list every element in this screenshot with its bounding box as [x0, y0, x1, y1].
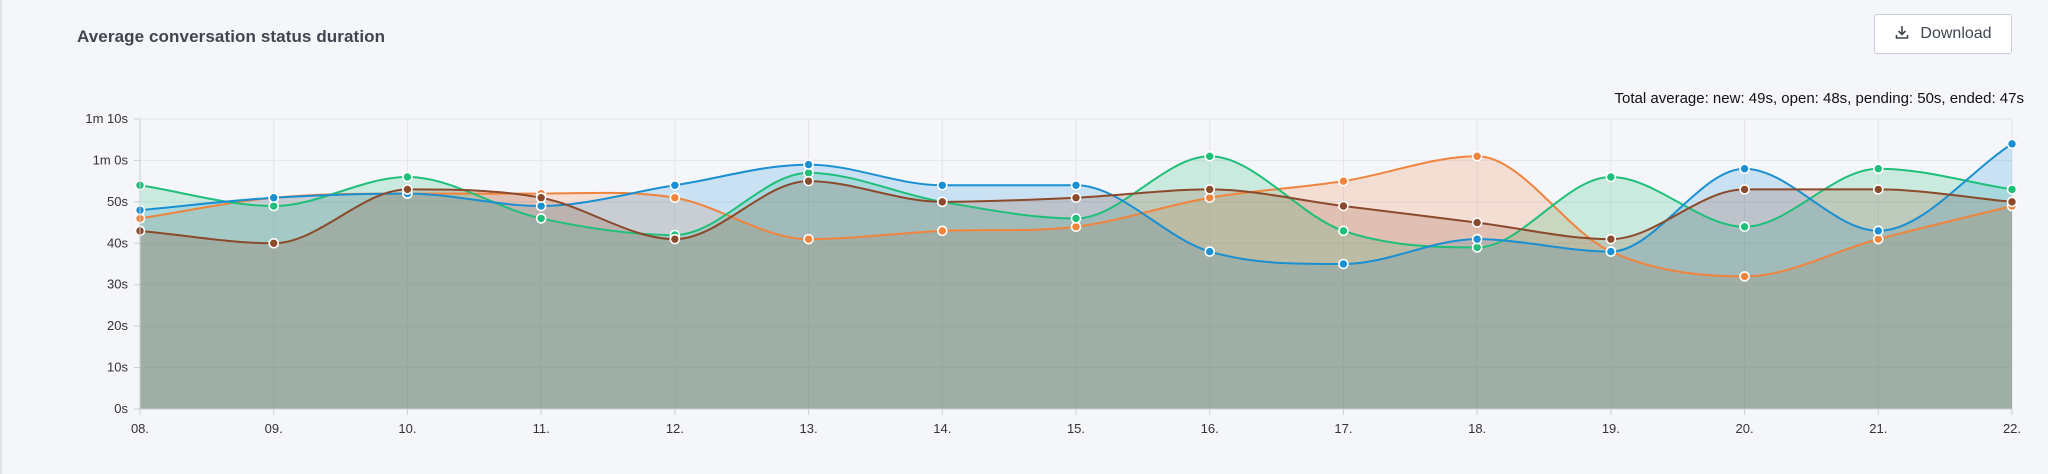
series-0-point	[936, 225, 948, 237]
x-tick-label: 08.	[131, 421, 149, 436]
series-3-point	[669, 233, 681, 245]
total-average-summary: Total average: new: 49s, open: 48s, pend…	[1614, 90, 2024, 107]
series-2-point	[669, 179, 681, 191]
x-tick-label: 10.	[398, 421, 416, 436]
series-2-area	[140, 143, 2012, 409]
series-2-point	[1070, 179, 1082, 191]
y-tick-label: 40s	[107, 235, 128, 250]
series-2-point	[1739, 163, 1750, 175]
series-3-point	[1739, 184, 1750, 195]
series-1-area	[140, 156, 2012, 409]
y-tick-label: 1m 0s	[93, 152, 129, 167]
series-0-point	[1338, 175, 1349, 187]
series-3-point	[1471, 217, 1483, 228]
x-tick-label: 15.	[1067, 421, 1085, 436]
y-tick-label: 50s	[107, 194, 128, 209]
x-tick-label: 11.	[533, 421, 550, 436]
series-1-point	[402, 171, 413, 183]
y-tick-label: 10s	[107, 360, 128, 375]
series-2-point	[1471, 233, 1483, 245]
series-2-line	[139, 143, 2013, 266]
x-tick-label: 09.	[265, 421, 283, 436]
series-0-area	[140, 156, 2012, 409]
series-1-point	[1070, 213, 1082, 224]
series-1-point	[1338, 225, 1349, 237]
series-2-point	[268, 192, 280, 204]
series-3-point	[1872, 184, 1884, 195]
download-label: Download	[1920, 25, 1992, 42]
series-2-point	[803, 159, 814, 170]
y-tick-label: 30s	[107, 277, 128, 292]
series-3-point	[1204, 184, 1216, 195]
y-tick-label: 20s	[107, 318, 128, 333]
x-tick-label: 12.	[666, 421, 684, 436]
y-tick-label: 1m 10s	[85, 111, 128, 126]
x-tick-label: 14.	[933, 421, 951, 436]
series-0-point	[1739, 271, 1750, 282]
series-3-point	[936, 196, 948, 208]
series-2-point	[1204, 246, 1216, 257]
series-1-point	[1605, 171, 1617, 183]
series-1-point	[2006, 184, 2018, 195]
series-3-point	[803, 175, 814, 187]
chart-title: Average conversation status duration	[77, 27, 386, 46]
series-1-point	[1872, 163, 1884, 175]
series-0-point	[803, 233, 814, 245]
series-1-point	[535, 213, 547, 224]
series-2-point	[1605, 246, 1617, 257]
x-tick-label: 18.	[1468, 421, 1486, 436]
series-3-point	[1338, 200, 1349, 212]
y-tick-label: 0s	[114, 401, 128, 416]
x-tick-label: 21.	[1869, 421, 1887, 436]
x-tick-label: 20.	[1736, 421, 1754, 436]
x-tick-label: 13.	[800, 421, 818, 436]
series-1-line	[139, 155, 2013, 249]
series-3-point	[535, 192, 547, 204]
panel-border	[0, 0, 2, 474]
x-tick-label: 22.	[2003, 421, 2021, 436]
series-0-point	[1471, 150, 1483, 162]
series-2-point	[1872, 225, 1884, 237]
download-icon	[1894, 24, 1910, 45]
series-3-point	[1070, 192, 1082, 204]
series-3-point	[2006, 196, 2018, 208]
series-2-point	[1338, 258, 1349, 270]
series-1-point	[1204, 150, 1216, 162]
series-2-point	[2006, 138, 2018, 150]
x-tick-label: 19.	[1602, 421, 1620, 436]
x-tick-label: 16.	[1201, 421, 1219, 436]
series-1-point	[1739, 221, 1750, 233]
download-button[interactable]: Download	[1874, 14, 2012, 54]
series-2-point	[936, 179, 948, 191]
series-3-point	[1605, 233, 1617, 245]
series-0-point	[669, 192, 681, 204]
series-3-point	[402, 184, 413, 195]
series-3-area	[140, 181, 2012, 409]
x-tick-label: 17.	[1334, 421, 1352, 436]
series-3-point	[268, 237, 280, 249]
